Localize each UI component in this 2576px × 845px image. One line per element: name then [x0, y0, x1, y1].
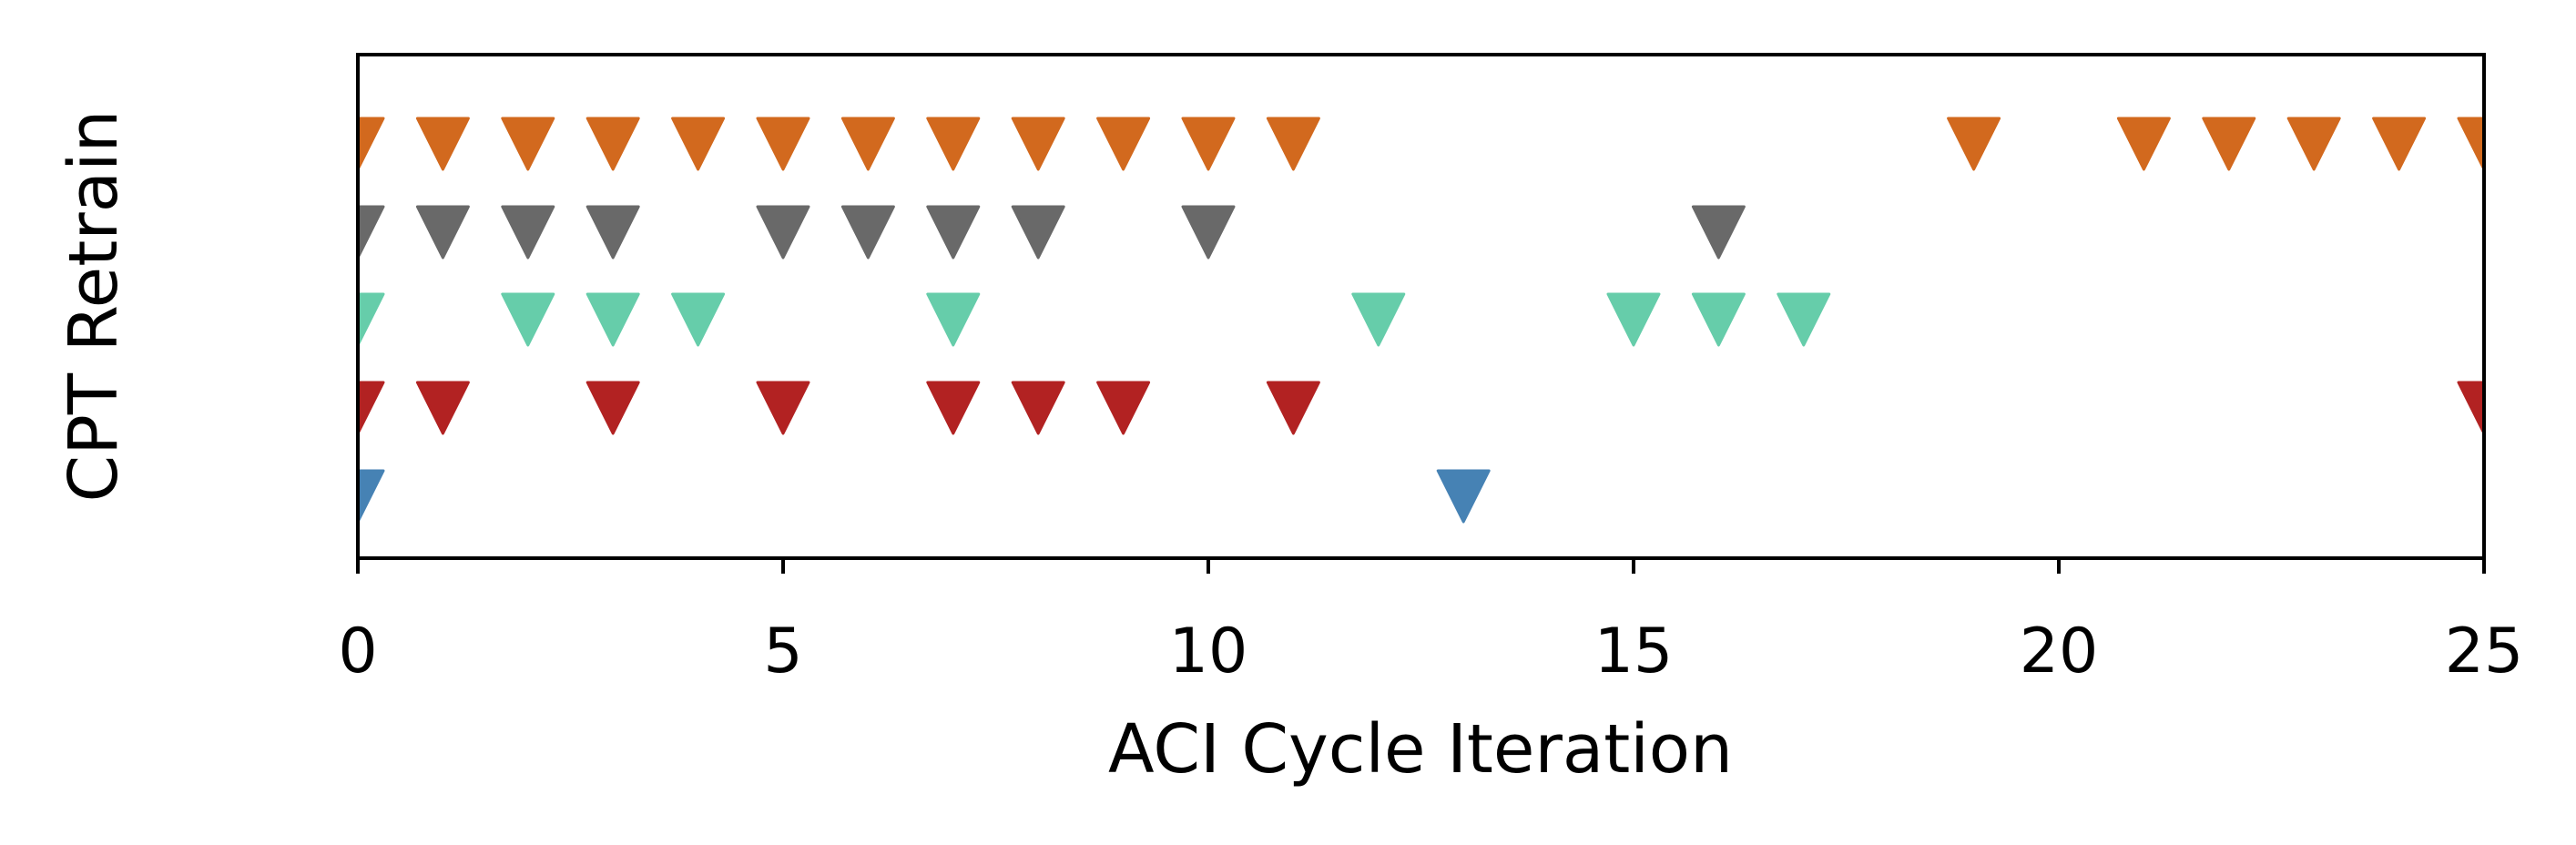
marker-s1-x4 — [671, 117, 726, 171]
marker-s1-x24 — [2372, 117, 2427, 171]
x-tick-label-5: 5 — [763, 616, 802, 687]
marker-s4-x3 — [585, 381, 640, 435]
marker-s1-x0 — [358, 117, 385, 171]
marker-s1-x2 — [501, 117, 555, 171]
marker-s2-x6 — [840, 205, 895, 260]
marker-s1-x8 — [1011, 117, 1065, 171]
marker-s3-x12 — [1351, 292, 1406, 347]
marker-s1-x5 — [756, 117, 810, 171]
marker-s2-x5 — [756, 205, 810, 260]
x-tick-label-20: 20 — [2020, 616, 2099, 687]
marker-s3-x4 — [671, 292, 726, 347]
marker-s3-x17 — [1777, 292, 1831, 347]
marker-s2-x10 — [1181, 205, 1236, 260]
plot-frame — [356, 53, 2486, 560]
marker-s4-x5 — [756, 381, 810, 435]
marker-s4-x1 — [415, 381, 470, 435]
marker-s1-x25 — [2457, 117, 2484, 171]
marker-s5-x13 — [1436, 469, 1491, 524]
x-tick-label-10: 10 — [1169, 616, 1248, 687]
marker-s1-x10 — [1181, 117, 1236, 171]
marker-s2-x3 — [585, 205, 640, 260]
marker-s2-x7 — [926, 205, 981, 260]
marker-s1-x22 — [2202, 117, 2256, 171]
marker-s3-x2 — [501, 292, 555, 347]
marker-s2-x8 — [1011, 205, 1065, 260]
marker-s1-x21 — [2116, 117, 2171, 171]
marker-s4-x0 — [358, 381, 385, 435]
x-tick-label-15: 15 — [1594, 616, 1674, 687]
marker-s4-x8 — [1011, 381, 1065, 435]
marker-s2-x1 — [415, 205, 470, 260]
marker-s3-x15 — [1606, 292, 1661, 347]
markers-layer — [358, 117, 2484, 524]
marker-s5-x0 — [358, 469, 385, 524]
marker-s4-x25 — [2457, 381, 2484, 435]
marker-s2-x0 — [358, 205, 385, 260]
marker-s4-x11 — [1266, 381, 1320, 435]
x-axis: 0 5 10 15 20 25 — [338, 558, 2523, 687]
x-tick-label-25: 25 — [2445, 616, 2524, 687]
marker-s1-x3 — [585, 117, 640, 171]
marker-s1-x9 — [1096, 117, 1151, 171]
marker-s4-x9 — [1096, 381, 1151, 435]
marker-s2-x16 — [1691, 205, 1746, 260]
marker-s4-x7 — [926, 381, 981, 435]
x-tick-label-0: 0 — [338, 616, 377, 687]
y-axis-label: CPT Retrain — [55, 110, 133, 503]
marker-s3-x0 — [358, 292, 385, 347]
marker-s3-x16 — [1691, 292, 1746, 347]
marker-s3-x7 — [926, 292, 981, 347]
marker-s1-x7 — [926, 117, 981, 171]
marker-s1-x23 — [2286, 117, 2341, 171]
marker-s3-x3 — [585, 292, 640, 347]
x-axis-label: ACI Cycle Iteration — [1108, 710, 1733, 789]
marker-s1-x1 — [415, 117, 470, 171]
marker-s1-x6 — [840, 117, 895, 171]
marker-s1-x19 — [1947, 117, 2001, 171]
marker-s2-x2 — [501, 205, 555, 260]
marker-s1-x11 — [1266, 117, 1320, 171]
